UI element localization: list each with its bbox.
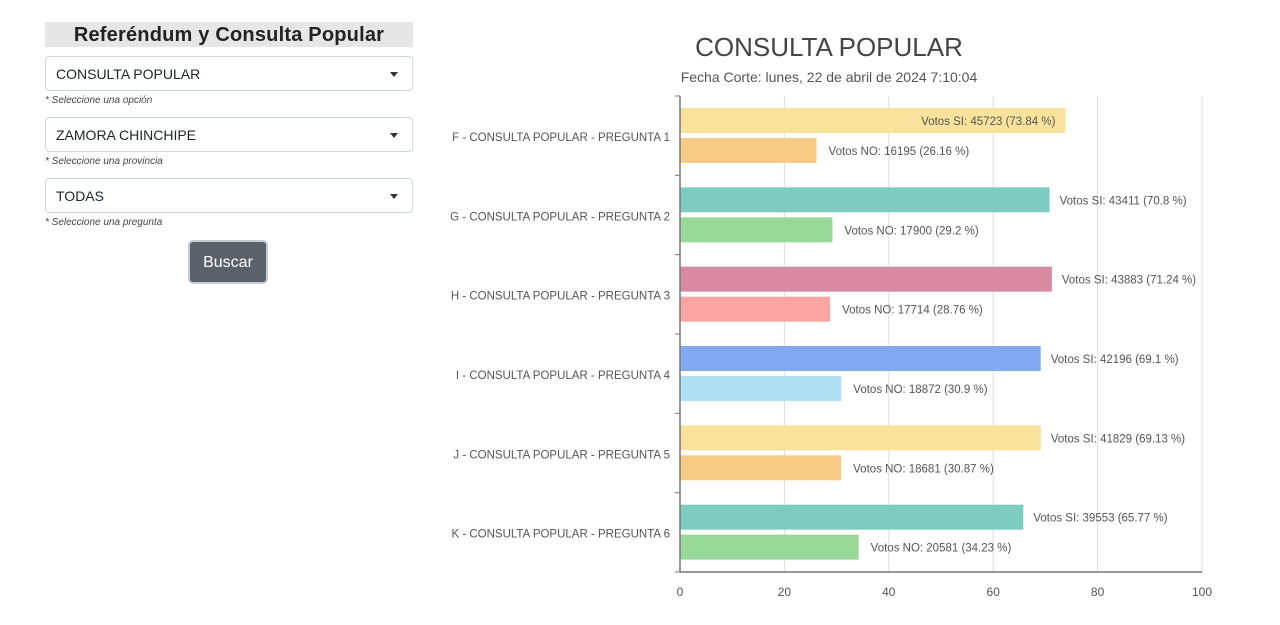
- x-tick-label: 80: [1091, 585, 1105, 599]
- question-select-hint: * Seleccione una pregunta: [45, 217, 163, 228]
- chart-subtitle: Fecha Corte: lunes, 22 de abril de 2024 …: [681, 69, 978, 85]
- chevron-down-icon: [390, 133, 398, 138]
- category-label: F - CONSULTA POPULAR - PREGUNTA 1: [452, 132, 670, 144]
- data-label-si: Votos SI: 43411 (70.8 %): [1060, 195, 1187, 207]
- x-tick-label: 0: [677, 585, 684, 599]
- category-label: I - CONSULTA POPULAR - PREGUNTA 4: [456, 370, 671, 382]
- data-label-no: Votos NO: 17900 (29.2 %): [844, 225, 978, 237]
- question-select-value: TODAS: [56, 188, 104, 204]
- province-select-hint: * Seleccione una provincia: [45, 156, 163, 167]
- data-label-no: Votos NO: 17714 (28.76 %): [842, 305, 983, 317]
- data-label-si: Votos SI: 42196 (69.1 %): [1051, 354, 1179, 366]
- x-tick-label: 60: [987, 585, 1001, 599]
- bar-no: [680, 376, 842, 401]
- data-label-si: Votos SI: 45723 (73.84 %): [921, 116, 1055, 128]
- category-label: K - CONSULTA POPULAR - PREGUNTA 6: [451, 529, 670, 541]
- bar-si: [680, 504, 1024, 530]
- bar-si: [680, 425, 1041, 451]
- bar-si: [680, 266, 1052, 292]
- data-label-si: Votos SI: 39553 (65.77 %): [1033, 513, 1167, 525]
- data-label-no: Votos NO: 20581 (34.23 %): [871, 543, 1012, 555]
- category-label: H - CONSULTA POPULAR - PREGUNTA 3: [451, 291, 670, 303]
- category-label: J - CONSULTA POPULAR - PREGUNTA 5: [453, 449, 670, 461]
- search-button[interactable]: Buscar: [188, 240, 268, 284]
- bar-si: [680, 346, 1041, 371]
- data-label-si: Votos SI: 43883 (71.24 %): [1062, 275, 1196, 287]
- data-label-si: Votos SI: 41829 (69.13 %): [1051, 433, 1185, 445]
- bar-no: [680, 217, 833, 243]
- category-label: G - CONSULTA POPULAR - PREGUNTA 2: [450, 211, 670, 223]
- province-select[interactable]: ZAMORA CHINCHIPE: [45, 117, 413, 152]
- chevron-down-icon: [390, 72, 398, 77]
- bar-no: [680, 138, 817, 163]
- bar-no: [680, 296, 831, 322]
- bar-si: [680, 108, 1066, 133]
- x-tick-label: 100: [1192, 585, 1212, 599]
- province-select-value: ZAMORA CHINCHIPE: [56, 127, 197, 143]
- chart-title: CONSULTA POPULAR: [695, 32, 963, 62]
- bar-no: [680, 455, 842, 481]
- x-tick-label: 40: [882, 585, 896, 599]
- option-select-value: CONSULTA POPULAR: [56, 66, 201, 82]
- option-select-hint: * Seleccione una opción: [45, 95, 153, 106]
- panel-title: Referéndum y Consulta Popular: [45, 22, 413, 47]
- data-label-no: Votos NO: 18872 (30.9 %): [853, 384, 987, 396]
- data-label-no: Votos NO: 18681 (30.87 %): [853, 463, 994, 475]
- option-select[interactable]: CONSULTA POPULAR: [45, 56, 413, 91]
- data-label-no: Votos NO: 16195 (26.16 %): [829, 146, 970, 158]
- bar-no: [680, 534, 859, 560]
- question-select[interactable]: TODAS: [45, 178, 413, 213]
- filter-panel: Referéndum y Consulta Popular CONSULTA P…: [45, 22, 413, 284]
- bar-si: [680, 187, 1050, 213]
- x-tick-label: 20: [778, 585, 792, 599]
- chevron-down-icon: [390, 194, 398, 199]
